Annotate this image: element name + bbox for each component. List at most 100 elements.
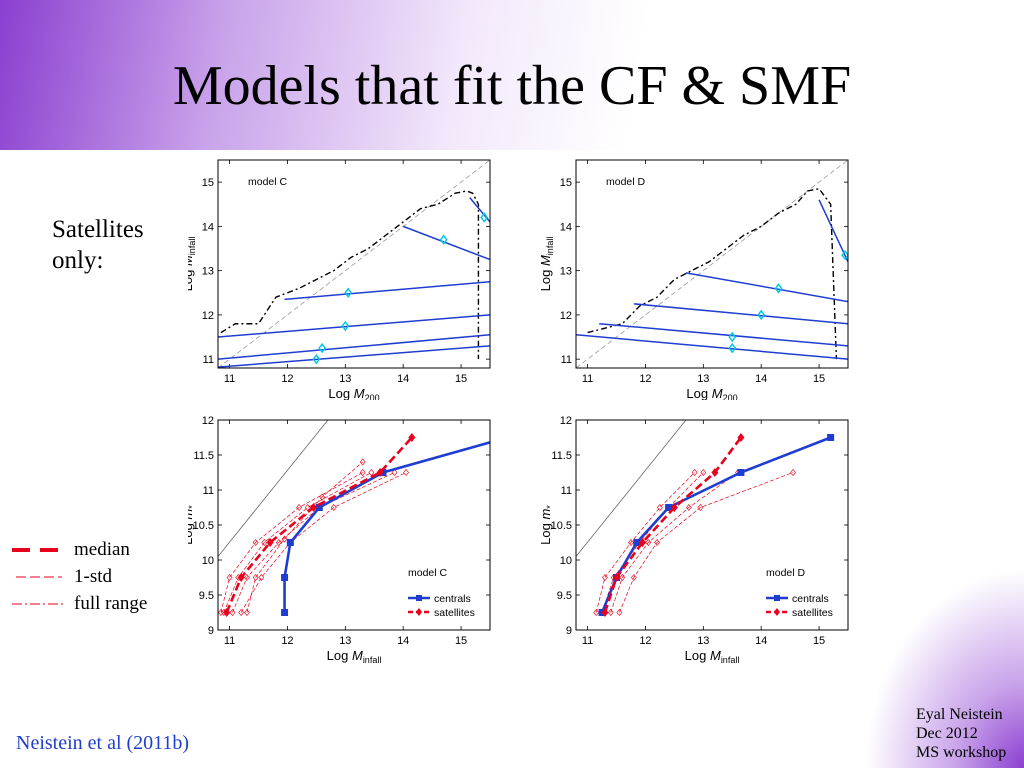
y-tick-label: 11: [203, 354, 214, 366]
marker-diamond: [344, 287, 353, 299]
x-axis-label-symbol: M: [712, 386, 723, 400]
band-point: [654, 539, 660, 546]
centrals-point: [665, 504, 673, 511]
x-tick-label: 15: [455, 635, 467, 647]
x-tick-label: 15: [813, 635, 825, 647]
y-axis-label-symbol: m: [538, 509, 553, 520]
inner-legend-label: satellites: [434, 607, 475, 619]
y-tick-label: 11.5: [193, 450, 214, 462]
std-band-line: [619, 472, 794, 613]
y-tick-label: 10.5: [193, 520, 214, 532]
panel-label: model C: [248, 176, 288, 188]
marker-diamond: [841, 249, 848, 261]
y-tick-label: 15: [560, 177, 572, 189]
inner-legend-marker: [774, 595, 780, 601]
x-tick-label: 13: [339, 373, 351, 385]
y-tick-label: 9: [566, 625, 572, 637]
x-tick-label: 11: [582, 635, 593, 647]
band-point: [657, 504, 663, 511]
y-axis-label-subscript: *: [545, 505, 555, 509]
y-tick-label: 10.5: [551, 520, 572, 532]
std-band-line: [223, 472, 372, 613]
std-band-line: [595, 472, 695, 613]
x-tick-label: 13: [697, 373, 709, 385]
band-point: [619, 574, 626, 581]
header-gradient: [0, 0, 1024, 150]
centrals-point: [286, 539, 294, 546]
satellites-line: [225, 436, 413, 613]
plot-frame: [575, 159, 849, 369]
centrals-point: [281, 609, 289, 616]
satellites-point: [266, 538, 274, 547]
satellites-point: [711, 468, 719, 477]
centrals-point: [827, 434, 835, 441]
satellites-point: [408, 433, 416, 442]
centrals-point: [281, 574, 289, 581]
y-tick-label: 14: [560, 221, 572, 233]
satellites-point: [737, 433, 745, 442]
y-tick-label: 13: [560, 266, 572, 278]
x-tick-label: 11: [224, 373, 235, 385]
band-point: [261, 539, 268, 546]
chart-bottom-left: 11 12 13 14 15 9 9.5 10 10.5 11 11.5 12 centrals sate…: [188, 415, 491, 665]
y-axis-label: Log m*: [538, 505, 555, 545]
legend-1std-swatch: [16, 576, 62, 577]
x-tick-label: 14: [397, 635, 409, 647]
model-line: [284, 280, 490, 301]
x-axis-label: Log Minfall: [685, 648, 740, 665]
inner-legend-marker: [774, 608, 780, 616]
std-band-line: [240, 472, 407, 613]
std-band-line: [232, 472, 395, 613]
satellites-label: Satellites only:: [52, 216, 144, 275]
model-line: [818, 199, 848, 263]
band-point: [700, 469, 707, 476]
band-point: [330, 504, 337, 511]
one-to-one-diagonal: [576, 160, 848, 368]
satellites-point: [670, 503, 678, 512]
y-axis-label: Log Minfall: [538, 237, 555, 292]
satellites-point: [309, 503, 317, 512]
inner-legend-label: centrals: [434, 593, 471, 605]
band-point: [593, 609, 600, 616]
x-tick-label: 14: [755, 635, 767, 647]
legend-median-label: median: [74, 538, 130, 560]
std-band-line: [246, 461, 363, 613]
band-point: [218, 609, 224, 616]
band-point: [319, 493, 326, 501]
band-point: [252, 539, 259, 546]
band-point: [628, 539, 634, 546]
band-point: [403, 469, 409, 476]
band-point: [275, 539, 282, 546]
inner-legend-label: satellites: [792, 607, 833, 619]
band-point: [391, 469, 398, 476]
inner-legend-label: centrals: [792, 593, 829, 605]
plot-area: [218, 160, 490, 368]
x-axis-label-text: Log: [328, 386, 353, 400]
x-tick-label: 15: [455, 373, 467, 385]
band-point: [790, 469, 796, 476]
y-axis-label-subscript: infall: [545, 237, 555, 256]
y-axis-label-text: Log: [538, 266, 553, 291]
x-tick-label: 13: [339, 635, 351, 647]
marker-diamond: [312, 353, 321, 365]
author-name: Eyal Neistein: [916, 706, 1003, 723]
y-axis-label: Log Minfall: [188, 237, 197, 292]
legend-1std: 1-std: [10, 563, 147, 590]
y-tick-label: 12: [560, 415, 572, 427]
band-point: [368, 469, 375, 476]
satellites-point: [376, 468, 384, 477]
band-point: [645, 539, 652, 546]
band-point: [244, 574, 250, 581]
date: Dec 2012: [916, 725, 978, 743]
legend-median: median: [10, 536, 147, 563]
event: MS workshop: [916, 744, 1007, 762]
x-axis-label-subscript: infall: [363, 655, 382, 665]
model-line: [599, 322, 848, 347]
x-axis-label-text: Log: [686, 386, 711, 400]
y-axis-label: Log m*: [188, 505, 197, 545]
slide-title: Models that fit the CF & SMF: [172, 55, 852, 117]
centrals-point: [633, 539, 641, 546]
marker-diamond: [728, 331, 737, 343]
std-band-line: [601, 472, 704, 613]
